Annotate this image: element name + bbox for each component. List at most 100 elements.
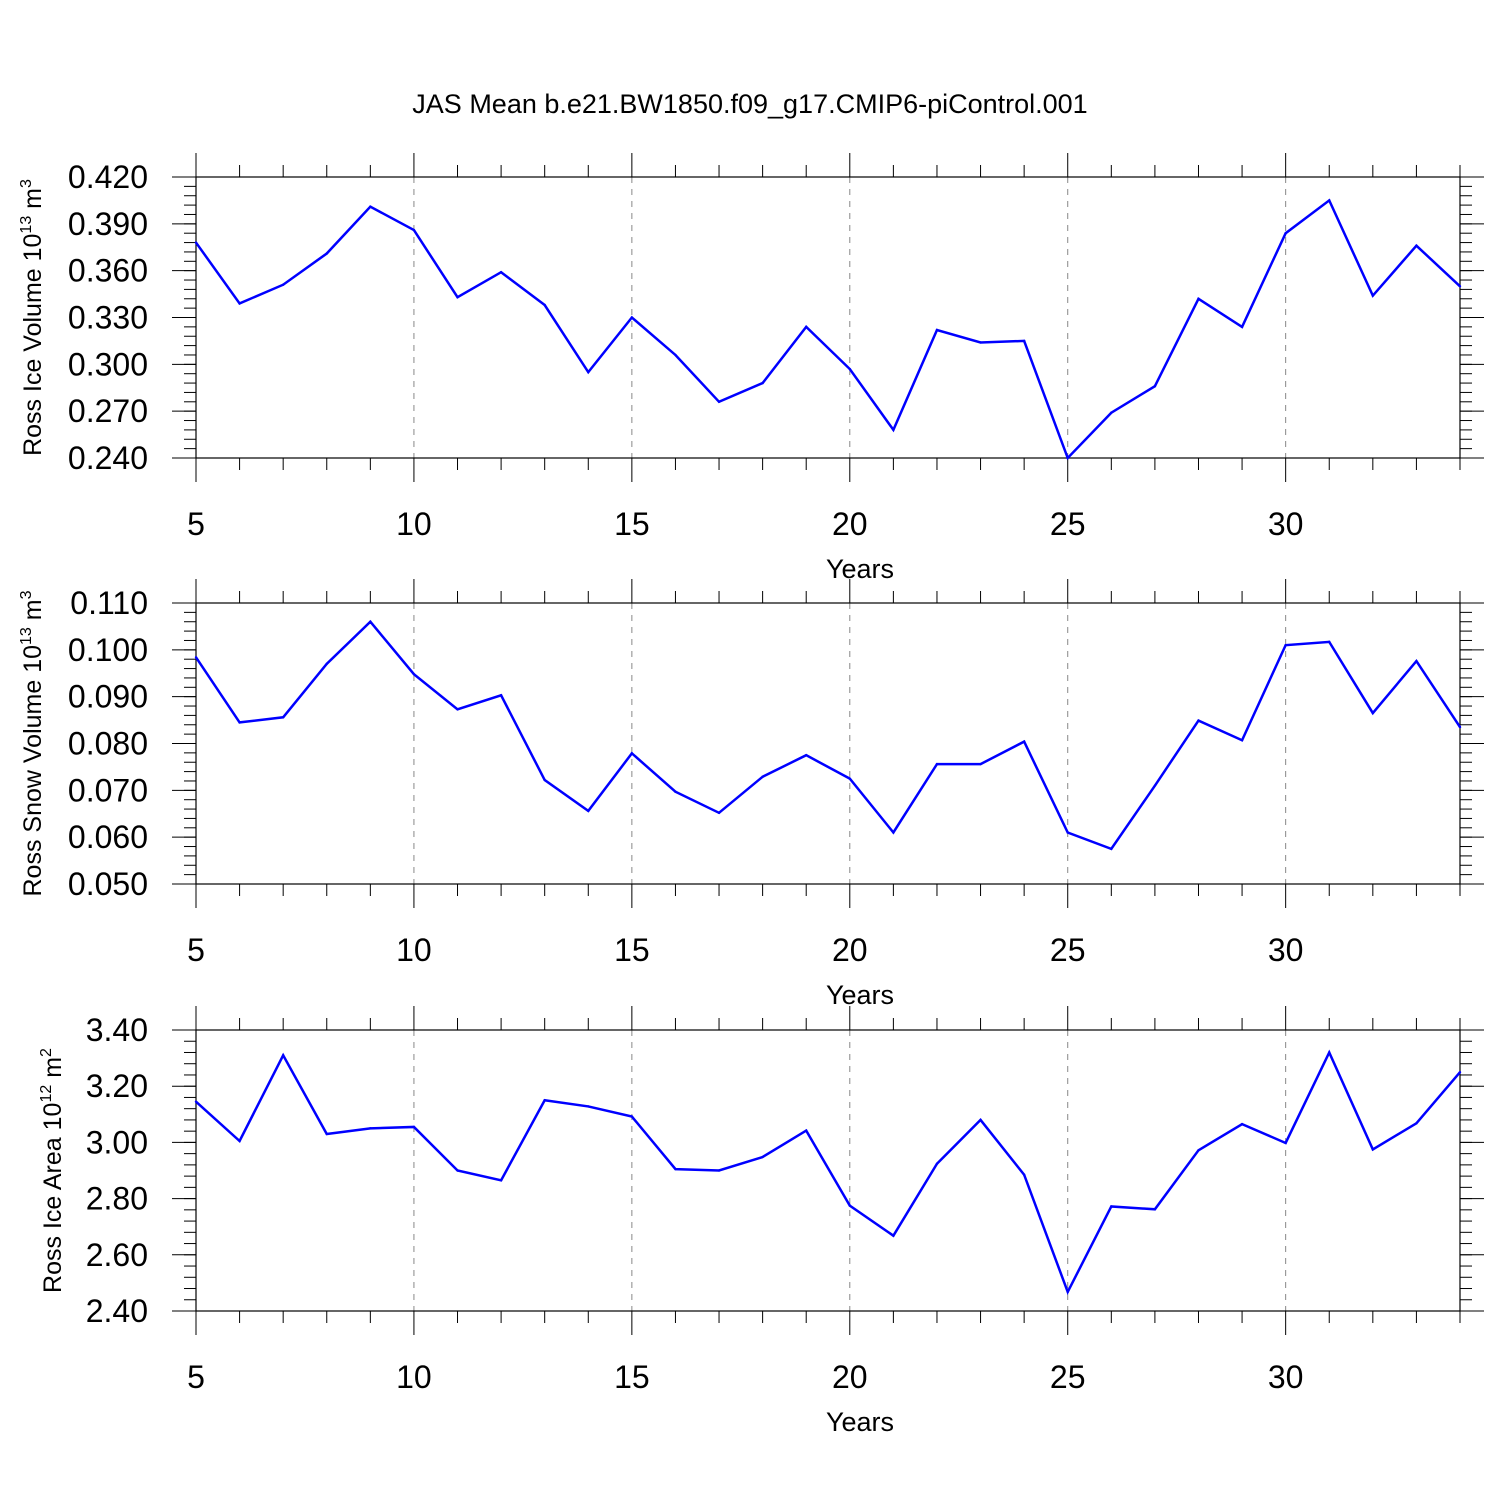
data-point — [935, 1162, 939, 1165]
data-point — [1371, 294, 1375, 297]
data-point — [456, 708, 459, 711]
y-axis-label-unit-exponent: 2 — [38, 1048, 55, 1057]
data-point — [369, 1127, 372, 1130]
data-point — [1328, 640, 1331, 644]
data-point — [805, 325, 808, 329]
data-point — [1240, 1122, 1244, 1126]
data-point — [674, 1167, 677, 1171]
y-tick-label: 0.240 — [68, 440, 148, 476]
x-tick-label: 20 — [832, 1359, 868, 1395]
panel-ice-volume: 0.240 0.270 0.300 0.330 0.360 0.390 0.420 5 10 15… — [18, 153, 1484, 584]
x-axis-label: Years — [826, 1407, 894, 1437]
data-point — [369, 205, 372, 208]
x-tick-label: 30 — [1268, 506, 1304, 542]
data-point — [1240, 739, 1244, 742]
data-point — [1328, 1051, 1331, 1054]
data-point — [587, 809, 590, 813]
data-point — [369, 620, 372, 623]
data-point — [499, 694, 503, 697]
data-point — [194, 656, 198, 659]
y-axis-label-main: Ross Snow Volume 10 — [19, 645, 47, 897]
data-point — [848, 777, 851, 780]
data-point — [1022, 339, 1026, 343]
data-point — [238, 1139, 241, 1143]
data-point — [892, 1234, 895, 1237]
data-point — [1458, 285, 1462, 288]
data-point — [281, 283, 285, 286]
data-point — [979, 341, 982, 344]
y-tick-label: 3.40 — [86, 1012, 148, 1048]
data-point — [1153, 384, 1157, 388]
panel-snow-volume: 0.050 0.060 0.070 0.080 0.090 0.100 0.110 5 10 15… — [18, 579, 1484, 1010]
plot-frame — [195, 176, 1461, 459]
data-point — [935, 762, 939, 766]
y-tick-label: 2.80 — [86, 1181, 148, 1217]
data-point — [543, 303, 546, 307]
data-point — [674, 790, 677, 793]
data-point — [543, 778, 546, 782]
data-point — [1066, 831, 1069, 834]
plot-frame — [195, 1029, 1461, 1312]
x-tick-label: 5 — [187, 932, 205, 968]
y-axis-label-main: Ross Ice Volume 10 — [19, 234, 47, 456]
x-tick-label: 25 — [1050, 1359, 1086, 1395]
data-point — [238, 302, 241, 305]
data-point — [805, 754, 808, 757]
data-point — [717, 1169, 721, 1172]
y-axis-label: Ross Ice Volume 1013 m3 — [18, 179, 47, 456]
data-point — [935, 328, 939, 332]
data-point — [412, 1125, 416, 1129]
data-point — [805, 1129, 808, 1132]
y-axis-label-exponent: 13 — [18, 216, 35, 234]
data-point — [979, 762, 982, 766]
y-tick-label: 0.110 — [70, 585, 148, 621]
y-tick-label: 0.360 — [68, 253, 148, 289]
y-tick-label: 2.60 — [86, 1237, 148, 1273]
data-point — [1415, 659, 1418, 663]
data-point — [892, 428, 895, 432]
data-point — [674, 353, 677, 357]
x-tick-label: 15 — [614, 506, 650, 542]
x-axis-label: Years — [826, 554, 894, 584]
data-point — [281, 716, 285, 719]
x-tick-label: 5 — [187, 506, 205, 542]
y-axis-label-unit-exponent: 3 — [18, 179, 35, 188]
data-point — [1415, 1122, 1418, 1125]
y-axis-label: Ross Ice Area 1012 m2 — [38, 1048, 67, 1293]
data-point — [761, 775, 764, 778]
data-point — [1153, 1208, 1157, 1211]
data-point — [717, 400, 721, 403]
y-tick-label: 3.00 — [86, 1124, 148, 1160]
data-point — [979, 1118, 982, 1122]
data-point — [630, 316, 634, 319]
data-point — [1110, 411, 1113, 414]
data-point — [761, 1155, 764, 1159]
data-point — [587, 1105, 590, 1108]
y-axis-label-exponent: 13 — [18, 627, 35, 645]
data-point — [1458, 725, 1462, 729]
y-axis-label-unit: m — [39, 1057, 67, 1085]
data-point — [892, 831, 895, 834]
y-tick-label: 3.20 — [86, 1068, 148, 1104]
y-axis-label-unit-exponent: 3 — [18, 590, 35, 599]
y-tick-label: 0.060 — [68, 819, 148, 855]
y-axis-label-unit: m — [19, 599, 47, 627]
x-tick-label: 10 — [396, 506, 432, 542]
data-point — [1066, 456, 1069, 460]
data-point — [1022, 1173, 1026, 1176]
y-axis-label-exponent: 12 — [38, 1085, 55, 1103]
data-point — [1197, 719, 1200, 722]
data-point — [630, 1115, 634, 1118]
y-tick-label: 0.390 — [68, 206, 148, 242]
series-line — [194, 198, 1461, 461]
x-tick-label: 10 — [396, 1359, 432, 1395]
y-tick-label: 0.270 — [68, 393, 148, 429]
x-tick-label: 30 — [1268, 1359, 1304, 1395]
y-axis-label-main: Ross Ice Area 10 — [39, 1103, 67, 1293]
data-point — [412, 228, 416, 232]
data-point — [1284, 1141, 1287, 1145]
y-tick-label: 0.070 — [68, 772, 148, 808]
data-point — [456, 296, 459, 299]
figure-title: JAS Mean b.e21.BW1850.f09_g17.CMIP6-piCo… — [412, 89, 1087, 119]
